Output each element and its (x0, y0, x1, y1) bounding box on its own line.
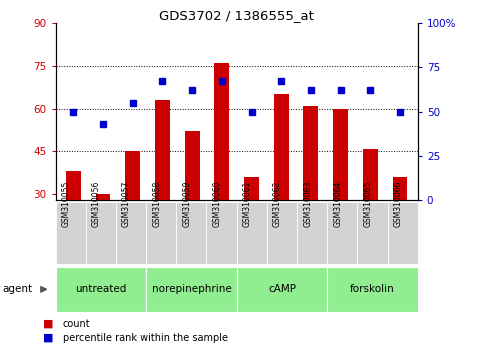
Bar (393, 177, 407, 280)
Text: GSM310066: GSM310066 (394, 180, 403, 227)
Text: count: count (63, 319, 90, 329)
Text: agent: agent (2, 284, 32, 295)
Bar (363, 149, 378, 280)
Text: GSM310065: GSM310065 (364, 180, 372, 227)
Text: GSM310064: GSM310064 (333, 180, 342, 227)
Bar (66, 171, 81, 280)
Text: GSM310059: GSM310059 (183, 180, 191, 227)
Text: GSM310058: GSM310058 (152, 181, 161, 227)
Text: GSM310056: GSM310056 (92, 180, 101, 227)
Text: untreated: untreated (75, 284, 127, 295)
Bar (333, 109, 348, 280)
Bar (185, 131, 199, 280)
Text: cAMP: cAMP (268, 284, 296, 295)
Bar (274, 95, 289, 280)
Bar (125, 152, 140, 280)
Text: norepinephrine: norepinephrine (152, 284, 231, 295)
Bar (214, 63, 229, 280)
Text: GSM310062: GSM310062 (273, 181, 282, 227)
Text: GSM310063: GSM310063 (303, 180, 312, 227)
Bar (96, 194, 111, 280)
Bar (155, 100, 170, 280)
Text: GSM310061: GSM310061 (243, 181, 252, 227)
Text: GSM310060: GSM310060 (213, 180, 222, 227)
Text: GSM310055: GSM310055 (62, 180, 71, 227)
Text: percentile rank within the sample: percentile rank within the sample (63, 333, 228, 343)
Text: forskolin: forskolin (350, 284, 395, 295)
Bar (303, 106, 318, 280)
Text: ■: ■ (43, 319, 54, 329)
Bar (244, 177, 259, 280)
Text: GDS3702 / 1386555_at: GDS3702 / 1386555_at (159, 9, 314, 22)
Text: ■: ■ (43, 333, 54, 343)
Text: GSM310057: GSM310057 (122, 180, 131, 227)
